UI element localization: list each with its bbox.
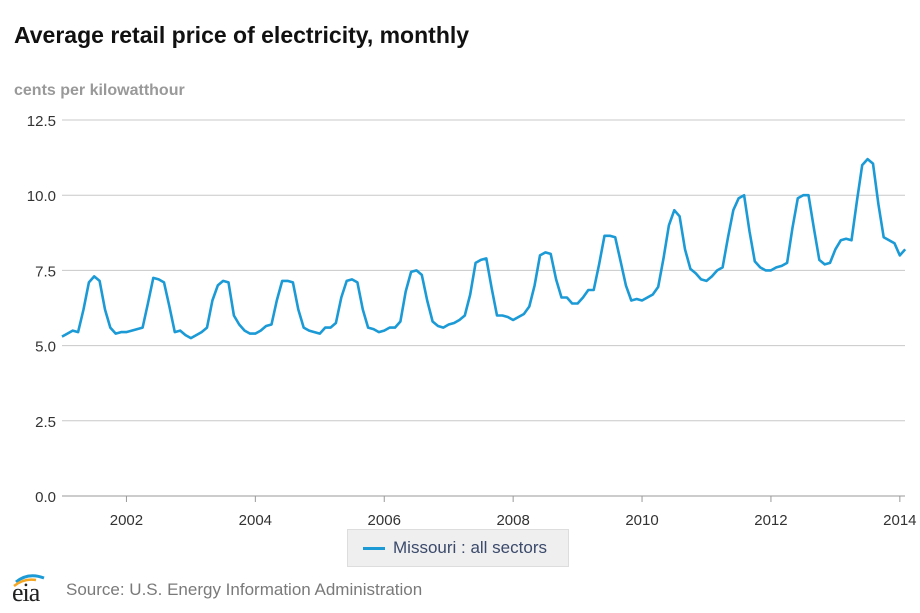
eia-logo: eia <box>10 572 52 608</box>
y-tick-label: 0.0 <box>35 489 56 506</box>
x-tick-label: 2008 <box>496 512 529 529</box>
y-tick-label: 12.5 <box>27 113 56 130</box>
y-tick-label: 5.0 <box>35 339 56 356</box>
eia-logo-text: eia <box>12 578 40 607</box>
legend[interactable]: Missouri : all sectors <box>347 529 569 567</box>
line-chart: 0.0 2.5 5.0 7.5 10.0 12.5 2002 2004 2006 2008 2010… <box>27 113 917 529</box>
legend-label-missouri: Missouri : all sectors <box>393 538 547 557</box>
x-tick-label: 2014 <box>883 512 916 529</box>
chart-title: Average retail price of electricity, mon… <box>14 22 470 48</box>
x-tick-label: 2010 <box>625 512 658 529</box>
footer: eia Source: U.S. Energy Information Admi… <box>10 572 422 608</box>
x-tick-label: 2004 <box>239 512 272 529</box>
y-tick-label: 7.5 <box>35 263 56 280</box>
series-line-missouri <box>61 157 907 340</box>
y-tick-label: 2.5 <box>35 414 56 431</box>
x-tick-label: 2002 <box>110 512 143 529</box>
legend-swatch <box>363 546 385 550</box>
source-note: Source: U.S. Energy Information Administ… <box>66 580 423 599</box>
x-tick-label: 2006 <box>368 512 401 529</box>
y-axis-unit-label: cents per kilowatthour <box>14 82 185 99</box>
x-tick-label: 2012 <box>754 512 787 529</box>
y-tick-label: 10.0 <box>27 188 56 205</box>
eia-swoosh-icon <box>13 574 45 587</box>
